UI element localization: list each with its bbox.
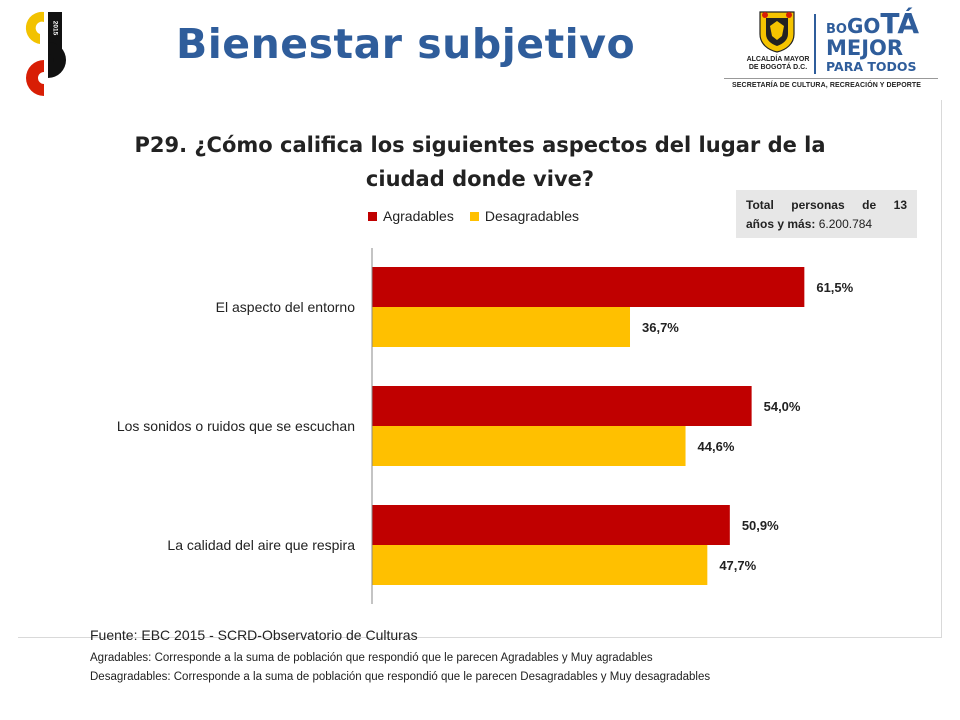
chart-title-line1: P29. ¿Cómo califica los siguientes aspec…: [134, 133, 826, 157]
total-population-box: Total personas de 13 años y más: 6.200.7…: [736, 190, 917, 238]
brand-ta: TÁ: [880, 7, 919, 40]
data-label-desagradables-1: 44,6%: [698, 439, 735, 454]
svg-text:2015: 2015: [52, 21, 59, 36]
legend-label-desagradables: Desagradables: [484, 208, 579, 224]
total-label: Total personas de 13: [746, 198, 907, 212]
bogota-mejor-logo: ALCALDÍA MAYOR DE BOGOTÁ D.C. BOGOTÁ MEJ…: [718, 4, 944, 96]
bar-desagradables-0: [372, 307, 631, 347]
bar-agradables-1: [372, 386, 752, 426]
data-label-desagradables-2: 47,7%: [719, 558, 756, 573]
bar-agradables-2: [372, 505, 730, 545]
note-desagradables: Desagradables: Corresponde a la suma de …: [90, 671, 711, 683]
data-label-agradables-1: 54,0%: [764, 399, 801, 414]
brand-bo: BO: [826, 22, 847, 37]
seal-text-line1: ALCALDÍA MAYOR: [746, 56, 810, 63]
total-label-2: años y más:: [746, 217, 816, 231]
data-label-desagradables-0: 36,7%: [642, 320, 679, 335]
seal-text-line2: DE BOGOTÁ D.C.: [748, 64, 808, 71]
category-label-0: El aspecto del entorno: [216, 299, 356, 315]
data-label-agradables-0: 61,5%: [816, 280, 853, 295]
source-note: Fuente: EBC 2015 - SCRD-Observatorio de …: [90, 627, 418, 643]
category-label-1: Los sonidos o ruidos que se escuchan: [117, 418, 355, 434]
sb-logo-icon: 2015: [25, 11, 67, 96]
logo-rule: [724, 78, 938, 79]
total-value: 6.200.784: [818, 217, 873, 231]
note-agradables: Agradables: Corresponde a la suma de pob…: [90, 652, 653, 664]
data-label-agradables-2: 50,9%: [742, 518, 779, 533]
bar-desagradables-1: [372, 426, 686, 466]
bar-agradables-0: [372, 267, 805, 307]
legend-item-agradables: Agradables: [368, 208, 454, 224]
brand-para-todos: PARA TODOS: [826, 59, 917, 74]
legend-item-desagradables: Desagradables: [469, 208, 579, 224]
brand-go: GO: [846, 14, 881, 38]
bogota-coat-of-arms-icon: [759, 11, 795, 53]
brand-mejor: MEJOR: [826, 36, 904, 60]
category-label-2: La calidad del aire que respira: [167, 537, 355, 553]
legend-swatch-agradables: [368, 211, 377, 221]
chart-title-line2: ciudad donde vive?: [365, 167, 595, 191]
legend-label-agradables: Agradables: [383, 208, 454, 224]
chart-legend: Agradables Desagradables: [368, 208, 579, 224]
secretariat-text: SECRETARÍA DE CULTURA, RECREACIÓN Y DEPO…: [732, 82, 922, 89]
page-title: Bienestar subjetivo: [176, 20, 636, 68]
chart-panel: [18, 100, 942, 638]
logo-divider: [814, 14, 816, 74]
legend-swatch-desagradables: [469, 211, 479, 221]
bar-desagradables-2: [372, 545, 708, 585]
chart-title: P29. ¿Cómo califica los siguientes aspec…: [80, 128, 880, 196]
